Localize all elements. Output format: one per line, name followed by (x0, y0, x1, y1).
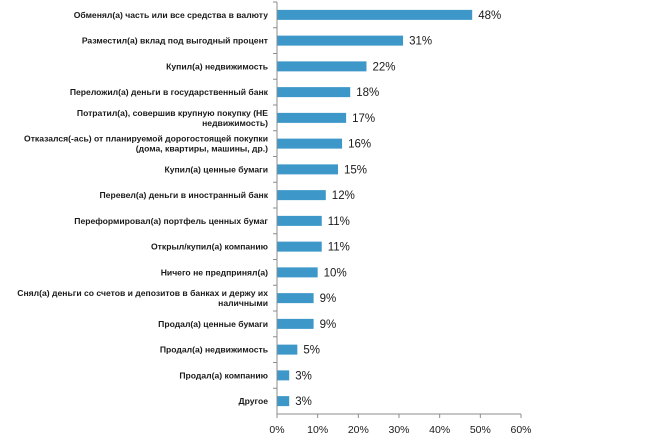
bar (277, 370, 290, 381)
bar (277, 267, 318, 278)
value-label: 10% (324, 267, 347, 279)
category-label: Отказался(-ась) от планируемой дорогосто… (24, 134, 268, 154)
category-label-line: Другое (238, 396, 268, 406)
value-label: 17% (352, 113, 375, 125)
x-ticks-group: 0% 10% 20% 30% 40% 50% 60% (269, 1, 532, 436)
x-tick-label: 30% (388, 424, 409, 436)
value-label: 11% (328, 216, 350, 228)
bar (277, 112, 347, 123)
category-label-line: Открыл/купил(а) компанию (151, 242, 268, 252)
category-label-line: Переложил(а) деньги в государственный ба… (70, 87, 269, 97)
bar (277, 9, 473, 20)
category-label: Обменял(а) часть или все средства в валю… (74, 10, 269, 20)
category-label: Потратил(а), совершив крупную покупку (Н… (77, 108, 268, 128)
value-label: 3% (295, 370, 312, 382)
value-label: 22% (372, 61, 395, 73)
value-label: 15% (344, 164, 367, 176)
category-labels-group: Обменял(а) часть или все средства в валю… (17, 10, 268, 406)
category-label-line: недвижимость) (202, 118, 268, 128)
bars-group (277, 9, 473, 407)
category-label-line: Продал(а) ценные бумаги (158, 319, 268, 329)
category-label: Купил(а) ценные бумаги (164, 164, 268, 174)
category-label: Другое (238, 396, 268, 406)
category-label-line: Купил(а) недвижимость (166, 61, 268, 71)
bar (277, 35, 404, 46)
category-label: Ничего не предпринял(а) (161, 267, 268, 277)
bar (277, 241, 322, 252)
bar (277, 293, 314, 304)
bar (277, 164, 338, 175)
value-label: 18% (356, 87, 379, 99)
category-label-line: Продал(а) компанию (179, 370, 268, 380)
value-label: 9% (320, 319, 337, 331)
category-label-line: Переформировал(а) портфель ценных бумаг (74, 216, 268, 226)
value-label: 9% (320, 293, 337, 305)
category-label-line: Продал(а) недвижимость (160, 345, 268, 355)
category-label: Продал(а) компанию (179, 370, 268, 380)
value-label: 31% (409, 36, 432, 48)
category-label: Разместил(а) вклад под выгодный процент (82, 36, 268, 46)
value-label: 11% (328, 242, 350, 254)
x-tick-label: 40% (429, 424, 450, 436)
value-label: 3% (295, 396, 312, 408)
bar (277, 318, 314, 329)
category-label: Продал(а) недвижимость (160, 345, 268, 355)
bar (277, 396, 290, 407)
category-label: Продал(а) ценные бумаги (158, 319, 268, 329)
value-labels-group: 48% 31% 22% 18% 17% 16% 15% 12% 11% 11% 10% 9% 9% 5% 3… (295, 10, 501, 408)
x-tick-label: 60% (510, 424, 531, 436)
bar (277, 215, 322, 226)
value-label: 5% (303, 345, 320, 357)
category-label: Перевел(а) деньги в иностранный банк (99, 190, 268, 200)
category-label-line: Купил(а) ценные бумаги (164, 164, 268, 174)
category-label-line: наличными (218, 298, 268, 308)
value-label: 16% (348, 139, 371, 151)
category-label-line: Обменял(а) часть или все средства в валю… (74, 10, 269, 20)
x-tick-label: 10% (307, 424, 328, 436)
x-tick-label: 0% (269, 424, 284, 436)
category-label: Купил(а) недвижимость (166, 61, 268, 71)
category-label-line: Отказался(-ась) от планируемой дорогосто… (24, 134, 268, 144)
bar (277, 87, 351, 98)
category-label-line: Ничего не предпринял(а) (161, 267, 268, 277)
x-tick-label: 50% (470, 424, 491, 436)
bar (277, 138, 343, 149)
value-label: 12% (332, 190, 355, 202)
value-label: 48% (478, 10, 501, 22)
bar (277, 190, 326, 201)
category-label: Снял(а) деньги со счетов и депозитов в б… (17, 288, 268, 308)
category-label-line: Разместил(а) вклад под выгодный процент (82, 36, 268, 46)
category-label-line: Потратил(а), совершив крупную покупку (Н… (77, 108, 268, 118)
category-label-line: Перевел(а) деньги в иностранный банк (99, 190, 268, 200)
x-tick-label: 20% (348, 424, 369, 436)
category-label: Переформировал(а) портфель ценных бумаг (74, 216, 268, 226)
category-label: Открыл/купил(а) компанию (151, 242, 268, 252)
bar (277, 344, 298, 355)
category-label-line: Снял(а) деньги со счетов и депозитов в б… (17, 288, 268, 298)
category-label: Переложил(а) деньги в государственный ба… (70, 87, 269, 97)
bar (277, 61, 367, 72)
category-label-line: (дома, квартиры, машины, др.) (136, 144, 268, 154)
